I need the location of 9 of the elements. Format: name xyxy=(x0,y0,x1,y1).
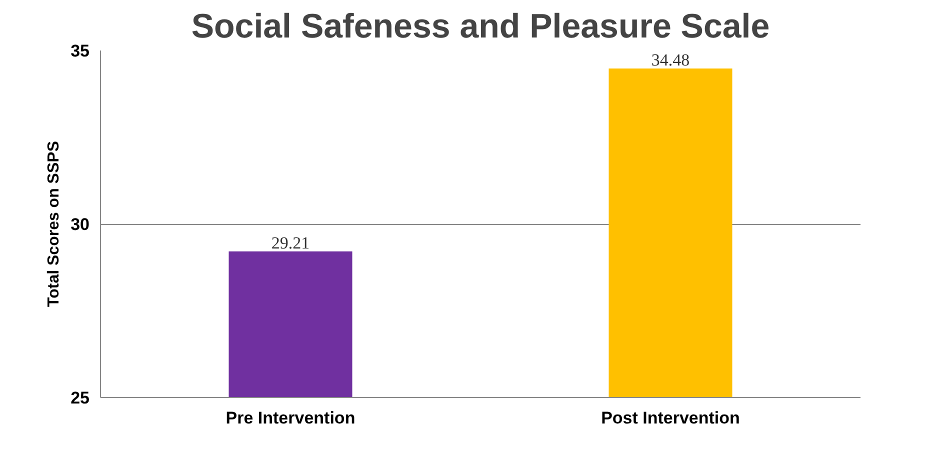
y-tick-label: 25 xyxy=(70,388,90,408)
x-tick-label: Post Intervention xyxy=(601,408,740,428)
data-label: 29.21 xyxy=(271,233,310,252)
x-tick-label: Pre Intervention xyxy=(226,408,356,428)
y-tick-label: 35 xyxy=(70,42,90,60)
y-axis-title: Total Scores on SSPS xyxy=(46,140,63,307)
data-label: 34.48 xyxy=(651,50,690,70)
chart-title: Social Safeness and Pleasure Scale xyxy=(191,8,770,46)
y-tick-label: 30 xyxy=(70,215,90,234)
